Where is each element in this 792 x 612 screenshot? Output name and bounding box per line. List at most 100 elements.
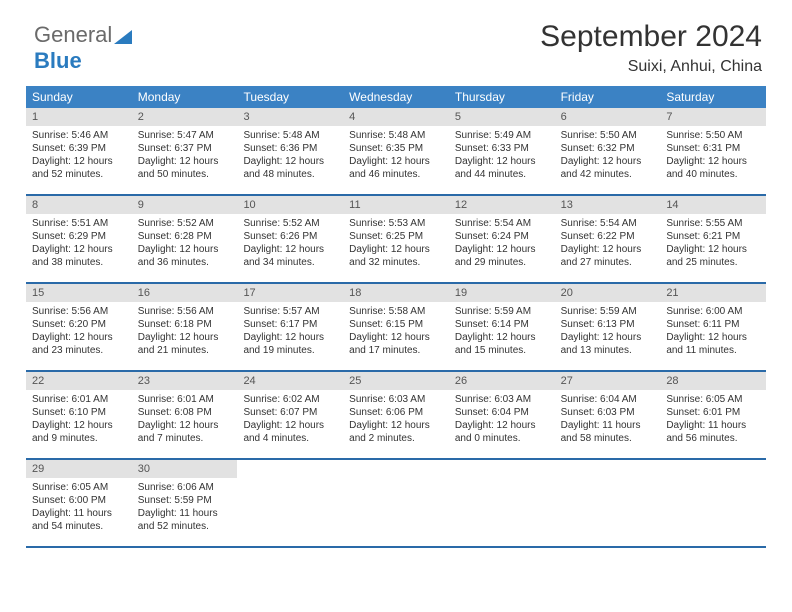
day-body: Sunrise: 5:49 AMSunset: 6:33 PMDaylight:… (449, 126, 555, 186)
sunset-line: Sunset: 6:14 PM (455, 318, 549, 331)
day-cell-empty (660, 460, 766, 546)
day-cell: 2Sunrise: 5:47 AMSunset: 6:37 PMDaylight… (132, 108, 238, 194)
dow-header-cell: Monday (132, 86, 238, 108)
day-body: Sunrise: 6:06 AMSunset: 5:59 PMDaylight:… (132, 478, 238, 538)
day-cell: 1Sunrise: 5:46 AMSunset: 6:39 PMDaylight… (26, 108, 132, 194)
dow-header-cell: Saturday (660, 86, 766, 108)
sunset-line: Sunset: 6:39 PM (32, 142, 126, 155)
sunset-line: Sunset: 6:10 PM (32, 406, 126, 419)
sunset-line: Sunset: 6:28 PM (138, 230, 232, 243)
day-cell: 13Sunrise: 5:54 AMSunset: 6:22 PMDayligh… (555, 196, 661, 282)
day-cell: 21Sunrise: 6:00 AMSunset: 6:11 PMDayligh… (660, 284, 766, 370)
sunrise-line: Sunrise: 6:03 AM (349, 393, 443, 406)
week-row: 22 Sunrise: 6:01 AMSunset: 6:10 PM Dayligh… (26, 372, 766, 460)
dow-header-cell: Thursday (449, 86, 555, 108)
sunset-line: Sunset: 6:20 PM (32, 318, 126, 331)
daylight-line: Daylight: 12 hours and 11 minutes. (666, 331, 760, 357)
day-cell: 11Sunrise: 5:53 AMSunset: 6:25 PMDayligh… (343, 196, 449, 282)
day-cell: 4Sunrise: 5:48 AMSunset: 6:35 PMDaylight… (343, 108, 449, 194)
sunrise-line: Sunrise: 5:52 AM (243, 217, 337, 230)
day-cell-empty (555, 460, 661, 546)
day-body: Sunrise: 5:50 AMSunset: 6:31 PMDaylight:… (660, 126, 766, 186)
sunset-line: Sunset: 6:13 PM (561, 318, 655, 331)
daylight-line: Daylight: 12 hours and 7 minutes. (138, 419, 232, 445)
daylight-line: Daylight: 12 hours and 19 minutes. (243, 331, 337, 357)
sunrise-line: Sunrise: 5:48 AM (349, 129, 443, 142)
daylight-line: Daylight: 11 hours and 58 minutes. (561, 419, 655, 445)
day-cell: 23Sunrise: 6:01 AMSunset: 6:08 PMDayligh… (132, 372, 238, 458)
sunset-line: Sunset: 6:15 PM (349, 318, 443, 331)
day-number: 3 (237, 108, 343, 126)
sunrise-line: Sunrise: 5:56 AM (32, 305, 126, 318)
day-cell: 10Sunrise: 5:52 AMSunset: 6:26 PMDayligh… (237, 196, 343, 282)
day-body: Sunrise: 6:03 AMSunset: 6:04 PMDaylight:… (449, 390, 555, 450)
sunrise-line: Sunrise: 6:01 AM (32, 393, 126, 406)
day-number: 14 (660, 196, 766, 214)
sunset-line: Sunset: 6:08 PM (138, 406, 232, 419)
day-number: 9 (132, 196, 238, 214)
sunrise-line: Sunrise: 6:00 AM (666, 305, 760, 318)
day-number: 22 (26, 372, 132, 390)
sunset-line: Sunset: 6:31 PM (666, 142, 760, 155)
sunrise-line: Sunrise: 5:50 AM (561, 129, 655, 142)
page-location: Suixi, Anhui, China (628, 58, 762, 76)
daylight-line: Daylight: 12 hours and 21 minutes. (138, 331, 232, 357)
day-number: 6 (555, 108, 661, 126)
sunset-line: Sunset: 6:26 PM (243, 230, 337, 243)
day-cell: 22Sunrise: 6:01 AMSunset: 6:10 PMDayligh… (26, 372, 132, 458)
day-body: Sunrise: 6:05 AMSunset: 6:00 PMDaylight:… (26, 478, 132, 538)
sunset-line: Sunset: 6:00 PM (32, 494, 126, 507)
daylight-line: Daylight: 12 hours and 23 minutes. (32, 331, 126, 357)
sunset-line: Sunset: 6:36 PM (243, 142, 337, 155)
daylight-line: Daylight: 12 hours and 13 minutes. (561, 331, 655, 357)
day-body: Sunrise: 5:52 AMSunset: 6:28 PMDaylight:… (132, 214, 238, 274)
sunrise-line: Sunrise: 5:50 AM (666, 129, 760, 142)
daylight-line: Daylight: 12 hours and 52 minutes. (32, 155, 126, 181)
day-body: Sunrise: 5:54 AMSunset: 6:22 PMDaylight:… (555, 214, 661, 274)
day-number: 19 (449, 284, 555, 302)
calendar-grid: SundayMondayTuesdayWednesdayThursdayFrid… (26, 86, 766, 548)
sunrise-line: Sunrise: 5:55 AM (666, 217, 760, 230)
day-number: 30 (132, 460, 238, 478)
daylight-line: Daylight: 12 hours and 42 minutes. (561, 155, 655, 181)
day-body: Sunrise: 5:59 AMSunset: 6:14 PMDaylight:… (449, 302, 555, 362)
sunset-line: Sunset: 6:06 PM (349, 406, 443, 419)
sunrise-line: Sunrise: 5:58 AM (349, 305, 443, 318)
logo-word1: General (34, 22, 112, 47)
day-cell: 3Sunrise: 5:48 AMSunset: 6:36 PMDaylight… (237, 108, 343, 194)
sunset-line: Sunset: 6:03 PM (561, 406, 655, 419)
day-number: 8 (26, 196, 132, 214)
sunrise-line: Sunrise: 5:54 AM (561, 217, 655, 230)
day-body: Sunrise: 5:47 AMSunset: 6:37 PMDaylight:… (132, 126, 238, 186)
week-row: 29Sunrise: 6:05 AMSunset: 6:00 PMDayligh… (26, 460, 766, 548)
day-number: 18 (343, 284, 449, 302)
sunset-line: Sunset: 6:07 PM (243, 406, 337, 419)
sunset-line: Sunset: 6:35 PM (349, 142, 443, 155)
day-body: Sunrise: 5:51 AMSunset: 6:29 PMDaylight:… (26, 214, 132, 274)
day-body: Sunrise: 6:03 AMSunset: 6:06 PMDaylight:… (343, 390, 449, 450)
daylight-line: Daylight: 11 hours and 52 minutes. (138, 507, 232, 533)
day-cell: 7Sunrise: 5:50 AMSunset: 6:31 PMDaylight… (660, 108, 766, 194)
daylight-line: Daylight: 12 hours and 38 minutes. (32, 243, 126, 269)
day-cell: 24Sunrise: 6:02 AMSunset: 6:07 PMDayligh… (237, 372, 343, 458)
day-cell: 25Sunrise: 6:03 AMSunset: 6:06 PMDayligh… (343, 372, 449, 458)
day-number: 27 (555, 372, 661, 390)
page-title: September 2024 (540, 20, 762, 54)
logo-word2: Blue (34, 48, 82, 73)
day-body: Sunrise: 5:56 AMSunset: 6:18 PMDaylight:… (132, 302, 238, 362)
day-number: 20 (555, 284, 661, 302)
day-body: Sunrise: 5:48 AMSunset: 6:36 PMDaylight:… (237, 126, 343, 186)
day-cell: 19Sunrise: 5:59 AMSunset: 6:14 PMDayligh… (449, 284, 555, 370)
sunrise-line: Sunrise: 5:52 AM (138, 217, 232, 230)
sunrise-line: Sunrise: 6:06 AM (138, 481, 232, 494)
daylight-line: Daylight: 12 hours and 27 minutes. (561, 243, 655, 269)
day-number: 11 (343, 196, 449, 214)
day-cell: 29Sunrise: 6:05 AMSunset: 6:00 PMDayligh… (26, 460, 132, 546)
day-body: Sunrise: 5:52 AMSunset: 6:26 PMDaylight:… (237, 214, 343, 274)
day-body: Sunrise: 5:53 AMSunset: 6:25 PMDaylight:… (343, 214, 449, 274)
day-body: Sunrise: 5:58 AMSunset: 6:15 PMDaylight:… (343, 302, 449, 362)
daylight-line: Daylight: 12 hours and 15 minutes. (455, 331, 549, 357)
dow-header-cell: Tuesday (237, 86, 343, 108)
daylight-line: Daylight: 12 hours and 48 minutes. (243, 155, 337, 181)
sunrise-line: Sunrise: 5:53 AM (349, 217, 443, 230)
